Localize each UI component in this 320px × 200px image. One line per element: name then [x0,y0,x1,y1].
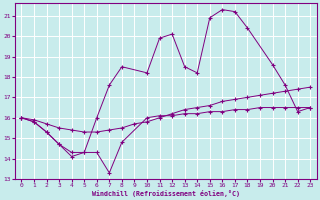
X-axis label: Windchill (Refroidissement éolien,°C): Windchill (Refroidissement éolien,°C) [92,190,240,197]
